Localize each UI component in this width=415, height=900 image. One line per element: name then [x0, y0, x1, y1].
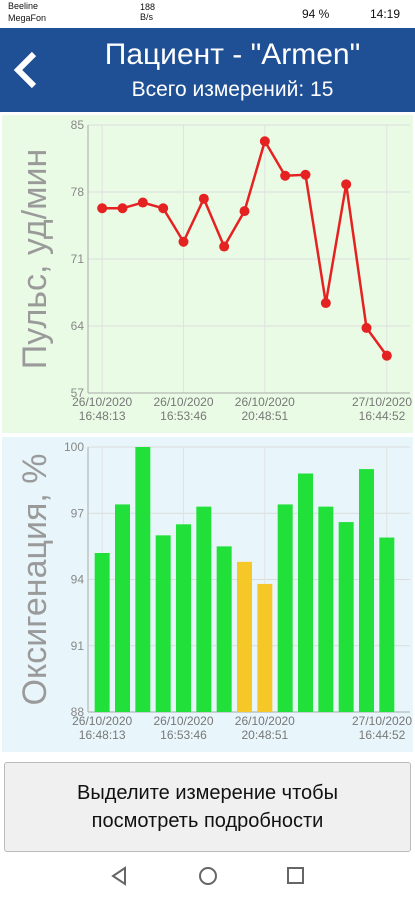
y-tick-label: 100 — [64, 440, 84, 454]
point — [137, 197, 148, 208]
point — [300, 169, 311, 180]
y-tick-label: 85 — [71, 118, 85, 132]
x-tick-label: 26/10/2020 16:53:46 — [153, 395, 214, 423]
bar — [135, 447, 151, 712]
title: Пациент - "Armen" — [104, 38, 361, 71]
bar — [115, 504, 130, 712]
bar — [216, 546, 232, 712]
battery: 94 % — [302, 7, 330, 21]
y-tick-label: 71 — [71, 252, 85, 266]
pulse-panel: Пульс, уд/мин 57 64 71 78 85 26/10/2020 16:48:… — [2, 115, 413, 433]
header: Пациент - "Armen" Всего измерений: 15 — [0, 28, 415, 112]
x-tick-label: 26/10/2020 20:48:51 — [234, 395, 295, 423]
point — [219, 241, 230, 252]
back-button[interactable] — [10, 50, 40, 90]
chart: Пульс, уд/мин 57 64 71 78 85 — [16, 118, 410, 400]
nav-back[interactable] — [111, 866, 126, 886]
point — [117, 203, 128, 214]
x-tick-label: 26/10/2020 16:48:13 — [72, 714, 133, 742]
bar — [338, 522, 354, 712]
point — [320, 298, 331, 309]
button-text: Выделите измерение чтобы — [77, 782, 338, 804]
bar — [379, 537, 395, 712]
x-tick-label: 26/10/2020 16:53:46 — [153, 714, 214, 742]
x-tick-label: 27/10/2020 16:44:52 — [351, 395, 413, 423]
bar — [176, 524, 191, 712]
nav-bar — [111, 866, 304, 886]
bar — [277, 504, 293, 712]
nav-recent[interactable] — [287, 867, 304, 884]
point — [259, 136, 270, 147]
y-axis-title: Оксигенация, % — [16, 454, 54, 706]
bar — [155, 535, 171, 712]
bar — [359, 469, 374, 712]
y-axis-title: Пульс, уд/мин — [16, 149, 54, 369]
line — [102, 138, 388, 357]
point — [341, 179, 352, 190]
bar — [257, 583, 273, 712]
nav-home[interactable] — [199, 867, 217, 885]
bar — [196, 506, 212, 712]
x-tick-label: 26/10/2020 20:48:51 — [234, 714, 295, 742]
details-button[interactable]: Выделите измерение чтобы посмотреть подр… — [4, 762, 411, 852]
point — [280, 170, 291, 181]
point — [198, 193, 209, 204]
point — [239, 206, 250, 217]
bar — [298, 473, 313, 712]
x-tick-label: 26/10/2020 16:48:13 — [72, 395, 133, 423]
point — [178, 236, 189, 247]
y-tick-label: 88 — [71, 705, 85, 719]
net-speed: 188 B/s — [140, 2, 156, 22]
y-tick-label: 57 — [71, 386, 85, 400]
y-tick-label: 97 — [71, 506, 85, 520]
clock: 14:19 — [370, 7, 401, 21]
point — [158, 203, 169, 214]
subtitle: Всего измерений: 15 — [131, 78, 334, 101]
x-tick-label: 27/10/2020 16:44:52 — [351, 714, 413, 742]
button-text: посмотреть подробности — [91, 810, 324, 832]
carrier: MegaFon — [8, 13, 47, 23]
point — [97, 203, 108, 214]
bar — [237, 561, 252, 712]
bar — [318, 506, 334, 712]
y-tick-label: 78 — [71, 185, 85, 199]
carrier: Beeline — [8, 1, 39, 11]
y-tick-label: 91 — [71, 639, 85, 653]
oxygen-panel: Оксигенация, % 88 91 94 97 100 26/10/2020 16:4… — [2, 437, 413, 752]
status-bar: Beeline MegaFon 188 B/s 94 % 14:19 — [0, 0, 415, 28]
bar — [94, 553, 110, 712]
y-tick-label: 64 — [71, 319, 85, 333]
point — [361, 322, 372, 333]
point — [381, 350, 392, 361]
y-tick-label: 94 — [71, 573, 85, 587]
chart: Оксигенация, % 88 91 94 97 100 — [16, 440, 410, 719]
